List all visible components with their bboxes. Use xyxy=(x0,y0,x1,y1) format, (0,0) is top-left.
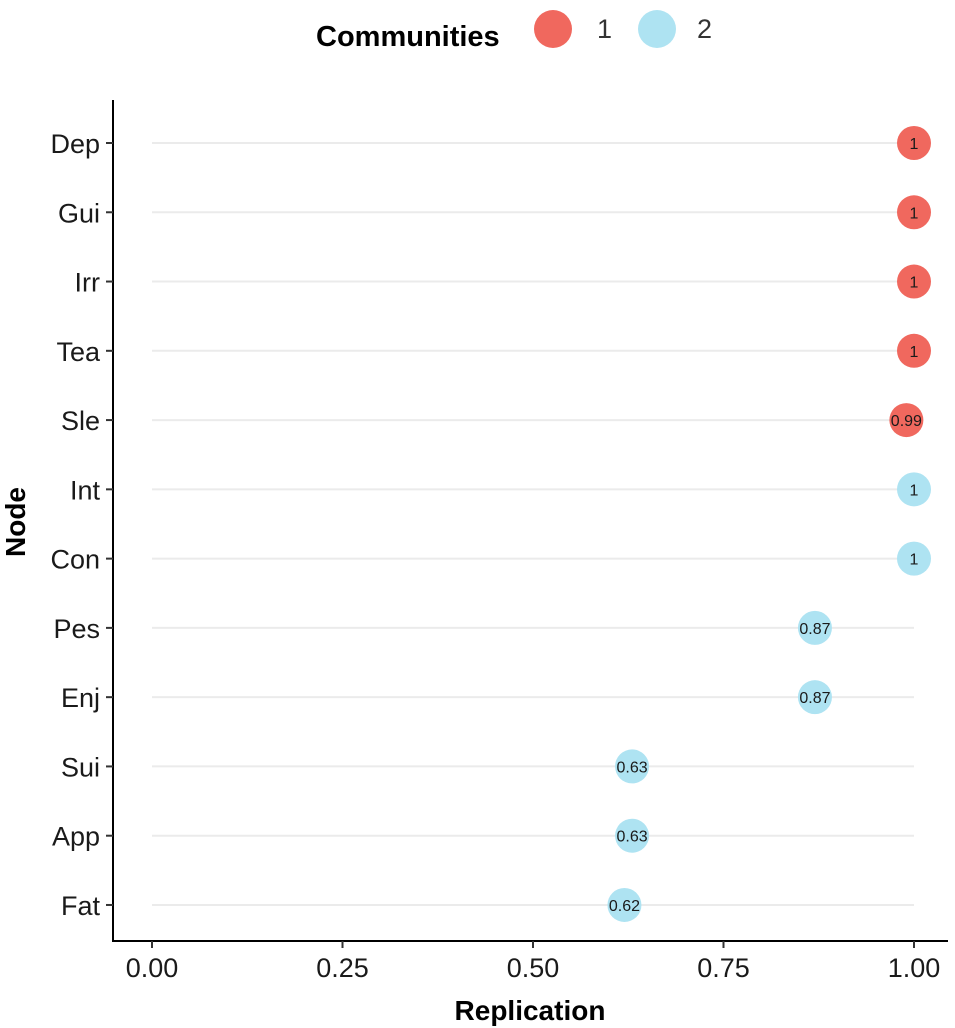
y-tick-label-tea: Tea xyxy=(56,337,101,367)
y-tick-label-con: Con xyxy=(50,545,100,575)
y-tick-label-sui: Sui xyxy=(61,752,100,782)
data-points: 1 1 1 1 0.99 1 1 0.87 0.87 0.63 0.63 0.62 xyxy=(607,126,931,922)
x-axis-title: Replication xyxy=(455,995,606,1026)
y-tick-label-irr: Irr xyxy=(75,268,100,298)
point-irr xyxy=(897,264,931,299)
legend-label-2: 2 xyxy=(697,14,712,44)
point-label-int: 1 xyxy=(910,482,919,499)
point-label-sui: 0.63 xyxy=(616,759,647,776)
x-tick-label-0.25: 0.25 xyxy=(316,953,369,983)
y-tick-label-int: Int xyxy=(70,475,101,505)
point-label-sle: 0.99 xyxy=(891,413,922,430)
point-label-gui: 1 xyxy=(910,205,919,222)
x-axis-ticks: 0.00 0.25 0.50 0.75 1.00 xyxy=(126,941,941,983)
point-label-tea: 1 xyxy=(910,344,919,361)
point-label-enj: 0.87 xyxy=(799,690,830,707)
point-label-app: 0.63 xyxy=(616,829,647,846)
point-label-fat: 0.62 xyxy=(609,898,640,915)
x-tick-label-0.75: 0.75 xyxy=(697,953,750,983)
y-tick-label-app: App xyxy=(52,822,100,852)
point-gui xyxy=(897,195,931,230)
gridlines xyxy=(152,142,914,906)
axes xyxy=(112,100,948,942)
y-tick-label-pes: Pes xyxy=(53,614,100,644)
point-dep xyxy=(897,126,931,160)
point-label-con: 1 xyxy=(910,552,919,569)
point-sui xyxy=(615,749,650,784)
y-tick-label-sle: Sle xyxy=(61,406,100,436)
point-enj xyxy=(797,680,832,715)
legend-label-1: 1 xyxy=(597,14,612,44)
x-tick-label-0.00: 0.00 xyxy=(126,953,179,983)
y-axis-title: Node xyxy=(0,487,31,557)
point-label-irr: 1 xyxy=(910,275,919,292)
point-tea xyxy=(897,333,931,368)
y-tick-label-fat: Fat xyxy=(61,891,101,921)
point-label-dep: 1 xyxy=(910,136,919,153)
point-con xyxy=(897,541,931,576)
point-pes xyxy=(797,610,832,645)
x-tick-label-0.50: 0.50 xyxy=(507,953,560,983)
point-app xyxy=(615,818,650,853)
legend-marker-2 xyxy=(638,10,676,48)
point-label-pes: 0.87 xyxy=(799,621,830,638)
legend-marker-1 xyxy=(534,10,572,48)
y-axis-ticks: Dep Gui Irr Tea Sle Int Con Pes Enj Sui App Fat xyxy=(50,129,113,921)
y-tick-label-enj: Enj xyxy=(61,683,100,713)
legend-title: Communities xyxy=(316,21,500,53)
point-sle xyxy=(889,403,924,438)
y-tick-label-gui: Gui xyxy=(58,198,100,228)
y-tick-label-dep: Dep xyxy=(50,129,100,159)
point-fat xyxy=(607,887,642,922)
legend: Communities 1 2 xyxy=(316,10,712,53)
x-tick-label-1.00: 1.00 xyxy=(888,953,941,983)
point-int xyxy=(897,472,931,507)
